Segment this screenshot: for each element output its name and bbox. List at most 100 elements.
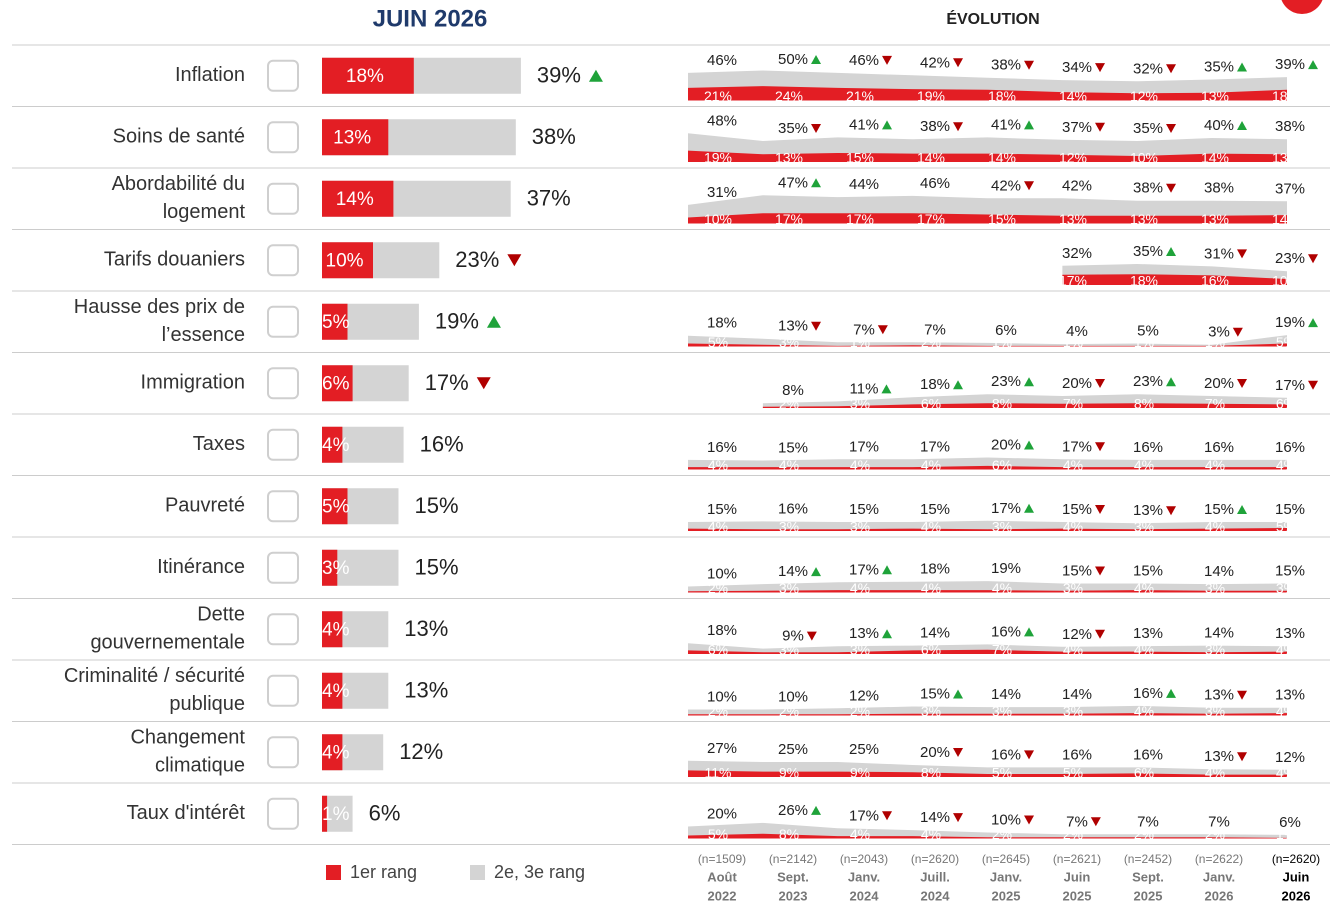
period-n: (n=2142) bbox=[769, 852, 817, 866]
evolution-total-area bbox=[688, 581, 1287, 593]
evolution-total-label: 13% bbox=[1275, 625, 1305, 642]
evolution-first-label: 4% bbox=[1276, 765, 1296, 781]
period-year: 2025 bbox=[992, 888, 1021, 903]
period-year: 2022 bbox=[708, 888, 737, 903]
evolution-first-label: 3% bbox=[850, 519, 870, 535]
evolution-total-label: 3% bbox=[1208, 324, 1230, 341]
evolution-first-label: 3% bbox=[779, 519, 799, 535]
evolution-first-label: 13% bbox=[1059, 211, 1087, 227]
evolution-total-label: 15% bbox=[1275, 501, 1305, 518]
evolution-total-label: 32% bbox=[1062, 245, 1092, 262]
evolution-total-label: 16% bbox=[778, 500, 808, 517]
first-bar bbox=[322, 488, 348, 525]
legend-swatch bbox=[326, 865, 341, 880]
trend-arrow bbox=[1024, 750, 1035, 760]
trend-arrow bbox=[1024, 181, 1035, 191]
evolution-first-label: 4% bbox=[992, 580, 1012, 596]
trend-arrow bbox=[476, 377, 491, 390]
evolution-first-label: 4% bbox=[1276, 703, 1296, 719]
evolution-first-label: 9% bbox=[850, 765, 870, 781]
evolution-first-area bbox=[688, 86, 1287, 101]
evolution-first-label: 6% bbox=[1134, 765, 1154, 781]
evolution-total-label: 13% bbox=[1133, 625, 1163, 642]
trend-arrow bbox=[1308, 380, 1319, 390]
evolution-first-label: 2% bbox=[1205, 826, 1225, 842]
evolution-first-area bbox=[688, 343, 1287, 347]
category-label: Abordabilité du bbox=[112, 173, 245, 195]
first-bar bbox=[322, 180, 394, 217]
category-icon bbox=[267, 182, 299, 215]
category-label: Changement bbox=[130, 727, 245, 749]
first-label: 4% bbox=[322, 619, 350, 640]
first-bar bbox=[322, 365, 353, 402]
evolution-total-label: 6% bbox=[995, 322, 1017, 339]
evolution-total-label: 14% bbox=[920, 809, 950, 826]
evolution-first-label: 3% bbox=[1276, 580, 1296, 596]
evolution-total-label: 15% bbox=[1204, 501, 1234, 518]
evolution-total-label: 38% bbox=[991, 57, 1021, 74]
evolution-first-label: 18% bbox=[1272, 88, 1300, 104]
evolution-first-label: 21% bbox=[846, 88, 874, 104]
evolution-total-label: 17% bbox=[991, 500, 1021, 517]
evolution-first-label: 13% bbox=[1201, 211, 1229, 227]
trend-arrow bbox=[1237, 121, 1248, 130]
evolution-total-label: 38% bbox=[1133, 180, 1163, 197]
evolution-total-label: 15% bbox=[707, 501, 737, 518]
evolution-first-label: 4% bbox=[921, 457, 941, 473]
evolution-total-area bbox=[688, 335, 1287, 347]
trend-arrow bbox=[882, 55, 893, 65]
evolution-first-label: 7% bbox=[1063, 396, 1083, 412]
category-label: Pauvreté bbox=[165, 495, 245, 517]
evolution-total-label: 16% bbox=[1133, 685, 1163, 702]
total-label: 23% bbox=[455, 247, 499, 272]
total-label: 12% bbox=[399, 739, 443, 764]
evolution-total-label: 15% bbox=[920, 501, 950, 518]
period-n: (n=2620) bbox=[911, 852, 959, 866]
evolution-total-label: 7% bbox=[924, 321, 946, 338]
evolution-first-label: 18% bbox=[988, 88, 1016, 104]
evolution-total-label: 6% bbox=[1279, 814, 1301, 831]
trend-arrow bbox=[1166, 247, 1177, 256]
evolution-first-label: 13% bbox=[1130, 211, 1158, 227]
evolution-first-label: 2% bbox=[850, 703, 870, 719]
evolution-first-label: 5% bbox=[1063, 765, 1083, 781]
evolution-total-label: 25% bbox=[778, 741, 808, 758]
evolution-first-label: 19% bbox=[704, 150, 732, 166]
evolution-first-area bbox=[688, 649, 1287, 654]
trend-arrow bbox=[882, 811, 893, 821]
category-label: gouvernementale bbox=[90, 632, 245, 654]
trend-arrow bbox=[1024, 60, 1035, 70]
evolution-first-label: 4% bbox=[1134, 457, 1154, 473]
legend-swatch bbox=[470, 865, 485, 880]
period-n: (n=2621) bbox=[1053, 852, 1101, 866]
evolution-total-label: 16% bbox=[991, 746, 1021, 763]
trend-arrow bbox=[953, 689, 964, 699]
trend-arrow bbox=[1166, 377, 1177, 387]
trend-arrow bbox=[953, 122, 964, 132]
first-label: 6% bbox=[322, 373, 350, 394]
evolution-first-label: 14% bbox=[1272, 211, 1300, 227]
trend-arrow bbox=[811, 178, 822, 188]
evolution-total-label: 13% bbox=[1133, 502, 1163, 519]
evolution-first-label: 7% bbox=[1205, 396, 1225, 412]
total-label: 39% bbox=[537, 63, 581, 88]
trend-arrow bbox=[1237, 752, 1248, 762]
evolution-first-label: 3% bbox=[850, 396, 870, 412]
evolution-first-area bbox=[762, 403, 1287, 408]
category-icon bbox=[267, 244, 299, 277]
trend-arrow bbox=[1090, 817, 1101, 827]
evolution-total-label: 15% bbox=[1062, 501, 1092, 518]
first-label: 18% bbox=[346, 66, 384, 87]
trend-arrow bbox=[588, 69, 603, 82]
evolution-first-label: 1% bbox=[1134, 334, 1154, 350]
evolution-first-label: 12% bbox=[1130, 88, 1158, 104]
evolution-total-label: 13% bbox=[1204, 687, 1234, 704]
evolution-total-area bbox=[688, 520, 1287, 531]
total-label: 6% bbox=[369, 801, 401, 826]
evolution-first-label: 8% bbox=[921, 765, 941, 781]
period-n: (n=2645) bbox=[982, 852, 1030, 866]
trend-arrow bbox=[877, 325, 888, 335]
category-label: Immigration bbox=[141, 372, 245, 394]
evolution-total-label: 15% bbox=[1133, 562, 1163, 579]
evolution-total-label: 14% bbox=[1204, 563, 1234, 580]
